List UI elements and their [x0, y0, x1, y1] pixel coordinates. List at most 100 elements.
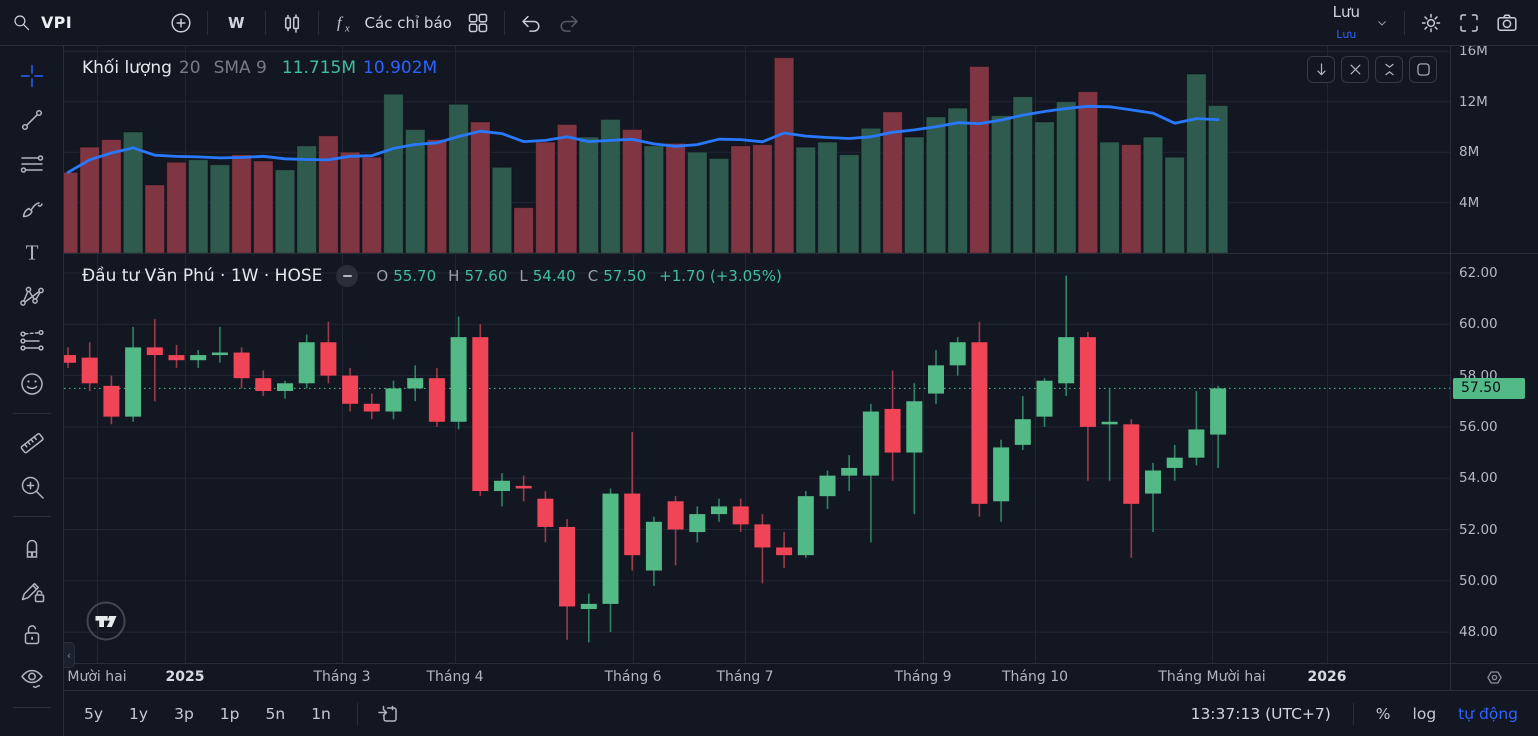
- volume-bar: [253, 160, 274, 253]
- volume-bar: [1121, 144, 1142, 253]
- plus-circle-icon: [169, 11, 193, 35]
- volume-legend: Khối lượng 20 SMA 9 11.715M 10.902M: [82, 58, 437, 78]
- pane-collapse-button[interactable]: [1375, 56, 1403, 83]
- volume-bar: [665, 142, 686, 253]
- gear-icon: [1419, 11, 1443, 35]
- xabcd-pattern-tool[interactable]: [13, 277, 51, 315]
- bottom-toolbar: 5y 1y 3p 1p 5n 1n 13:37:13 (UTC+7) % log tự đ…: [64, 690, 1538, 736]
- redo-icon: [557, 11, 581, 35]
- volume-pane[interactable]: Khối lượng 20 SMA 9 11.715M 10.902M: [64, 46, 1450, 253]
- hide-drawings-tool[interactable]: [13, 659, 51, 697]
- pane-separator[interactable]: [64, 253, 1538, 254]
- price-tick-label: 48.00: [1459, 624, 1498, 641]
- legend-more-button[interactable]: [336, 265, 359, 287]
- volume-current-value: 11.715M: [281, 58, 357, 78]
- lock-all-drawings-tool[interactable]: [13, 615, 51, 653]
- search-icon: [12, 13, 31, 32]
- price-tick-label: 54.00: [1459, 470, 1498, 487]
- fullscreen-icon: [1457, 11, 1481, 35]
- time-axis[interactable]: Mười hai 2025 Tháng 3 Tháng 4 Tháng 6 Tháng 7…: [64, 663, 1538, 690]
- chart-settings-button[interactable]: [1412, 6, 1450, 40]
- save-menu-button[interactable]: [1367, 10, 1397, 36]
- toolbar-divider: [1404, 10, 1405, 35]
- candle-body: [993, 447, 1010, 502]
- save-button[interactable]: Lưu Lưu: [1326, 0, 1367, 45]
- compare-add-button[interactable]: [162, 6, 200, 40]
- candle-body: [1188, 429, 1205, 458]
- pane-maximize-button[interactable]: [1409, 56, 1437, 83]
- collapse-icon: [1380, 60, 1399, 79]
- magnet-tool[interactable]: [13, 527, 51, 565]
- measure-ruler-tool[interactable]: [13, 424, 51, 462]
- auto-scale-toggle[interactable]: tự động: [1458, 704, 1518, 723]
- price-tick-label: 60.00: [1459, 316, 1498, 333]
- drawing-lock-tool[interactable]: [13, 571, 51, 609]
- pane-move-down-button[interactable]: [1307, 56, 1335, 83]
- crosshair-tool[interactable]: [13, 57, 51, 95]
- volume-bar: [600, 118, 621, 253]
- range-button-1y[interactable]: 1y: [129, 704, 149, 723]
- brush-tool[interactable]: [13, 189, 51, 227]
- text-tool[interactable]: T: [13, 233, 51, 271]
- chart-style-button[interactable]: [273, 6, 311, 40]
- zoom-in-tool[interactable]: [13, 468, 51, 506]
- trend-line-tool[interactable]: [13, 101, 51, 139]
- volume-bar: [470, 121, 491, 253]
- volume-bar: [166, 161, 187, 253]
- tradingview-logo[interactable]: [86, 601, 126, 641]
- candle-body: [776, 547, 793, 556]
- pane-close-button[interactable]: [1341, 56, 1369, 83]
- interval-button[interactable]: W: [215, 9, 258, 37]
- sidebar-divider: [12, 516, 51, 517]
- candle-body: [754, 524, 771, 548]
- forecast-tool[interactable]: [13, 321, 51, 359]
- grid-layout-icon: [466, 11, 490, 35]
- range-button-5n[interactable]: 5n: [265, 704, 286, 723]
- emoji-tool[interactable]: [13, 365, 51, 403]
- candle-body: [819, 475, 836, 497]
- fullscreen-button[interactable]: [1450, 6, 1488, 40]
- range-button-1p[interactable]: 1p: [219, 704, 240, 723]
- undo-button[interactable]: [512, 6, 550, 40]
- price-tick-label: 50.00: [1459, 572, 1498, 589]
- go-to-date-button[interactable]: [376, 702, 400, 726]
- volume-bar: [578, 136, 600, 253]
- volume-legend-length: 20: [178, 58, 201, 78]
- candle-body: [363, 403, 380, 412]
- collapse-watchlist-tab[interactable]: ‹: [64, 642, 75, 668]
- volume-bar: [513, 207, 534, 253]
- range-button-1n[interactable]: 1n: [311, 704, 331, 723]
- hexagon-settings-icon[interactable]: [1484, 667, 1505, 688]
- pane-buttons: [1307, 56, 1437, 83]
- symbol-search-button[interactable]: VPI: [12, 13, 162, 32]
- log-scale-to1ggle[interactable]: log: [1412, 704, 1437, 723]
- volume-bar: [361, 156, 383, 253]
- price-pane[interactable]: Đầu tư Văn Phú · 1W · HOSE O 55.70 H 57.60…: [64, 254, 1450, 663]
- pencil-lock-icon: [18, 576, 46, 604]
- percent-scale-toggle[interactable]: %: [1375, 704, 1391, 723]
- camera-icon: [1495, 11, 1519, 35]
- candlestick-style-icon: [280, 11, 304, 35]
- volume-bar: [1142, 136, 1164, 253]
- redo-button[interactable]: [550, 6, 588, 40]
- interval-label: W: [228, 13, 245, 32]
- clock-label[interactable]: 13:37:13 (UTC+7): [1190, 704, 1331, 723]
- price-axis[interactable]: 16M 12M 8M 4M 62.00 60.00 58.00 56.00 54.00 52.00…: [1450, 46, 1538, 663]
- candle-body: [64, 355, 76, 363]
- candle-body: [342, 375, 359, 404]
- toolbar-divider: [503, 10, 505, 35]
- range-button-3p[interactable]: 3p: [174, 704, 194, 723]
- volume-bar: [860, 127, 882, 253]
- chart-region: Khối lượng 20 SMA 9 11.715M 10.902M Đầu …: [64, 46, 1538, 736]
- fib-retracement-tool[interactable]: [13, 145, 51, 183]
- candle-body: [689, 514, 706, 533]
- candle-body: [624, 493, 641, 556]
- change-value: +1.70 (+3.05%): [659, 267, 782, 285]
- snapshot-button[interactable]: [1488, 6, 1526, 40]
- candle-body: [233, 352, 250, 379]
- range-button-5y[interactable]: 5y: [84, 704, 104, 723]
- open-value: 55.70: [393, 267, 437, 285]
- candle-body: [1210, 388, 1227, 435]
- layout-grid-button[interactable]: [459, 6, 497, 40]
